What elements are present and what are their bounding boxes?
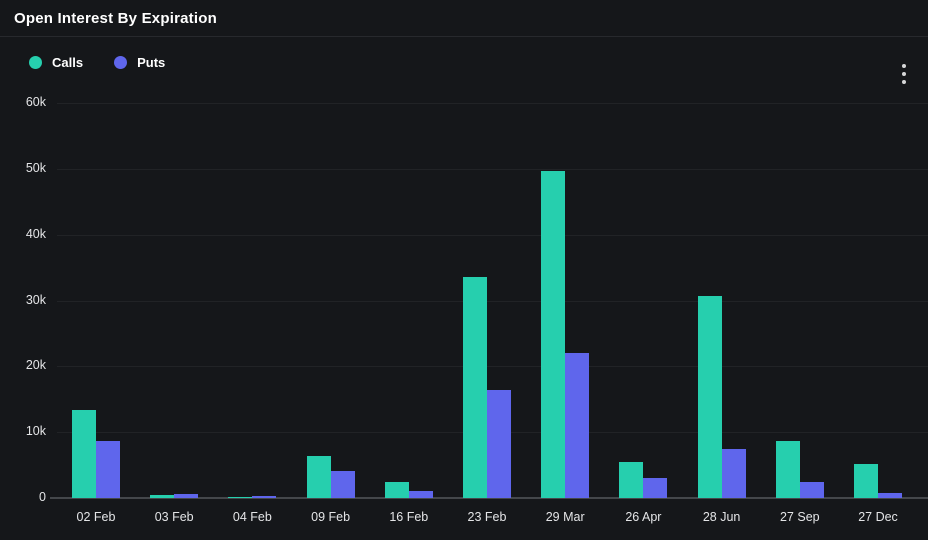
y-axis-label: 40k — [25, 226, 46, 241]
gridline — [57, 168, 928, 170]
calls-dot-icon — [29, 55, 42, 69]
y-axis-label: 0 — [39, 490, 46, 504]
bar-puts-23-feb[interactable] — [487, 390, 511, 498]
bar-calls-27-dec[interactable] — [854, 464, 878, 498]
card-header: Open Interest By Expiration — [0, 0, 928, 37]
bar-puts-29-mar[interactable] — [565, 353, 590, 498]
bar-calls-16-feb[interactable] — [384, 481, 409, 498]
x-axis-label: 02 Feb — [76, 510, 116, 524]
bar-puts-04-feb[interactable] — [252, 496, 277, 498]
bar-calls-27-sep[interactable] — [775, 440, 800, 498]
bar-puts-26-apr[interactable] — [643, 478, 668, 498]
bar-puts-03-feb[interactable] — [174, 494, 199, 498]
y-axis-label: 60k — [25, 95, 46, 109]
bar-calls-03-feb[interactable] — [150, 495, 175, 498]
bar-puts-28-jun[interactable] — [721, 449, 746, 498]
legend: Calls Puts — [0, 37, 928, 87]
x-axis-label: 28 Jun — [702, 510, 741, 524]
bar-puts-16-feb[interactable] — [408, 490, 433, 498]
gridline — [57, 300, 928, 302]
bar-calls-29-mar[interactable] — [541, 170, 566, 498]
gridline — [57, 366, 928, 368]
x-axis-label: 03 Feb — [154, 510, 194, 524]
x-axis-label: 26 Apr — [625, 510, 662, 524]
y-axis-label: 20k — [25, 358, 46, 373]
legend-item-puts[interactable]: Puts — [114, 55, 165, 70]
chart-title: Open Interest By Expiration — [14, 9, 217, 27]
legend-item-calls[interactable]: Calls — [29, 55, 83, 70]
puts-dot-icon — [114, 55, 128, 69]
x-axis-label: 27 Dec — [858, 510, 898, 524]
legend-label-calls: Calls — [52, 54, 84, 70]
bar-calls-04-feb[interactable] — [228, 497, 253, 498]
x-axis-label: 04 Feb — [232, 510, 272, 524]
x-axis-label: 23 Feb — [467, 510, 507, 524]
bar-puts-27-sep[interactable] — [799, 481, 824, 498]
y-axis-label: 50k — [25, 160, 46, 175]
gridline — [57, 103, 928, 104]
bar-calls-28-jun[interactable] — [697, 295, 722, 498]
x-axis-label: 09 Feb — [311, 510, 351, 524]
chart-options-button[interactable] — [892, 58, 916, 90]
x-axis-label: 29 Mar — [545, 510, 585, 524]
x-axis-label: 27 Sep — [779, 510, 820, 524]
bar-calls-23-feb[interactable] — [463, 276, 487, 498]
bar-calls-02-feb[interactable] — [72, 410, 96, 498]
y-axis-label: 10k — [25, 424, 46, 439]
x-axis-label: 16 Feb — [389, 510, 429, 524]
legend-label-puts: Puts — [137, 54, 166, 70]
y-axis-label: 30k — [25, 292, 46, 307]
kebab-menu-icon — [894, 64, 914, 84]
bar-puts-09-feb[interactable] — [330, 471, 355, 498]
bar-calls-09-feb[interactable] — [306, 455, 331, 498]
bar-calls-26-apr[interactable] — [619, 462, 644, 498]
gridline — [57, 234, 928, 236]
bar-puts-02-feb[interactable] — [96, 440, 120, 498]
bar-puts-27-dec[interactable] — [878, 493, 902, 498]
